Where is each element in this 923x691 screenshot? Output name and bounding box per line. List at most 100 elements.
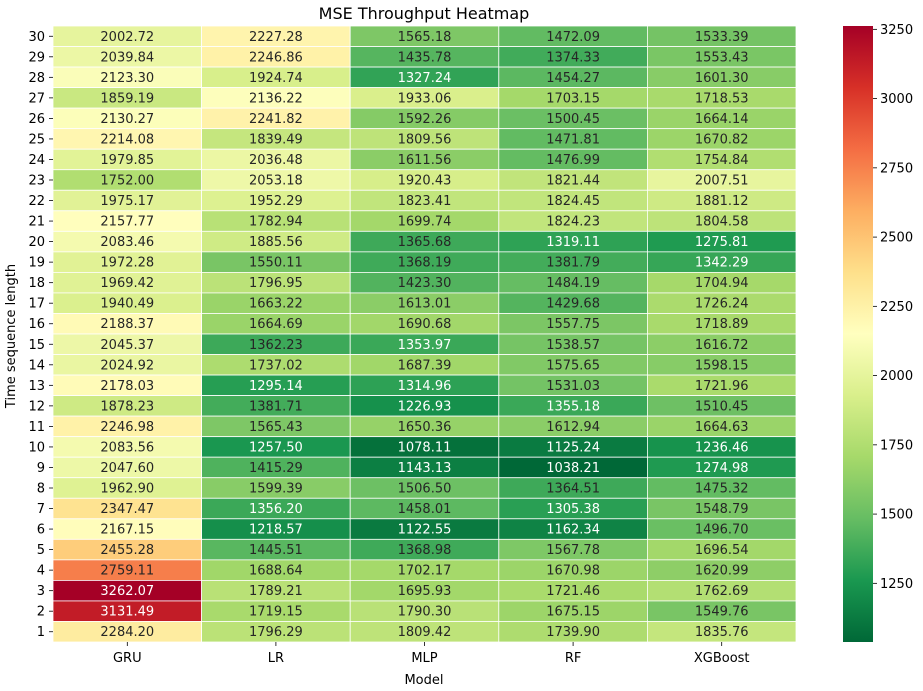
cell-value-label: 1557.75	[546, 317, 600, 332]
y-tick-label: 13	[28, 379, 45, 394]
cell-value-label: 1952.29	[249, 194, 303, 209]
cell-value-label: 1699.74	[398, 215, 452, 230]
cell-value-label: 1599.39	[249, 482, 303, 497]
cell-value-label: 2759.11	[100, 564, 154, 579]
colorbar-tick-label: 2250	[880, 300, 913, 315]
cell-value-label: 1548.79	[695, 502, 749, 517]
cell-value-label: 1789.21	[249, 584, 303, 599]
y-tick-label: 7	[37, 502, 45, 517]
cell-value-label: 1553.43	[695, 50, 749, 65]
cell-value-label: 2024.92	[100, 358, 154, 373]
cell-value-label: 1506.50	[398, 482, 452, 497]
heatmap-cells: 2002.72 2227.28 1565.18 1472.09 1533.39 2039.…	[52, 25, 797, 643]
cell-value-label: 1796.95	[249, 276, 303, 291]
cell-value-label: 1476.99	[546, 153, 600, 168]
x-axis-label: Model	[404, 673, 443, 688]
cell-value-label: 1475.32	[695, 482, 749, 497]
y-tick-label: 6	[37, 523, 45, 538]
cell-value-label: 1423.30	[398, 276, 452, 291]
cell-value-label: 1305.38	[546, 502, 600, 517]
cell-value-label: 1565.43	[249, 420, 303, 435]
cell-value-label: 2178.03	[100, 379, 154, 394]
cell-value-label: 1809.56	[398, 132, 452, 147]
cell-value-label: 2045.37	[100, 338, 154, 353]
y-tick-label: 29	[28, 50, 45, 65]
cell-value-label: 2083.46	[100, 235, 154, 250]
cell-value-label: 1415.29	[249, 461, 303, 476]
cell-value-label: 1038.21	[546, 461, 600, 476]
y-tick-label: 15	[28, 338, 45, 353]
cell-value-label: 2246.98	[100, 420, 154, 435]
cell-value-label: 1790.30	[398, 605, 452, 620]
cell-value-label: 1823.41	[398, 194, 452, 209]
cell-value-label: 2002.72	[100, 30, 154, 45]
cell-value-label: 1454.27	[546, 71, 600, 86]
cell-value-label: 1726.24	[695, 297, 749, 312]
cell-value-label: 1445.51	[249, 543, 303, 558]
y-tick-label: 10	[28, 440, 45, 455]
cell-value-label: 1933.06	[398, 91, 452, 106]
cell-value-label: 1972.28	[100, 256, 154, 271]
y-tick-label: 22	[28, 194, 45, 209]
cell-value-label: 1962.90	[100, 482, 154, 497]
cell-value-label: 1471.81	[546, 132, 600, 147]
cell-value-label: 1737.02	[249, 358, 303, 373]
cell-value-label: 1538.57	[546, 338, 600, 353]
colorbar-tick-label: 3250	[880, 23, 913, 38]
cell-value-label: 1796.29	[249, 625, 303, 640]
x-tick-label: LR	[268, 651, 284, 666]
cell-value-label: 1687.39	[398, 358, 452, 373]
cell-value-label: 1721.96	[695, 379, 749, 394]
cell-value-label: 1533.39	[695, 30, 749, 45]
cell-value-label: 1664.14	[695, 112, 749, 127]
cell-value-label: 1670.98	[546, 564, 600, 579]
cell-value-label: 1274.98	[695, 461, 749, 476]
cell-value-label: 2039.84	[100, 50, 154, 65]
colorbar-tick-label: 2000	[880, 369, 913, 384]
cell-value-label: 1920.43	[398, 174, 452, 189]
cell-value-label: 1675.15	[546, 605, 600, 620]
cell-value-label: 1859.19	[100, 91, 154, 106]
cell-value-label: 1782.94	[249, 215, 303, 230]
y-tick-label: 25	[28, 132, 45, 147]
cell-value-label: 1295.14	[249, 379, 303, 394]
cell-value-label: 1611.56	[398, 153, 452, 168]
cell-value-label: 1704.94	[695, 276, 749, 291]
cell-value-label: 1881.12	[695, 194, 749, 209]
cell-value-label: 2167.15	[100, 523, 154, 538]
cell-value-label: 1695.93	[398, 584, 452, 599]
cell-value-label: 1226.93	[398, 399, 452, 414]
y-tick-label: 18	[28, 276, 45, 291]
cell-value-label: 2130.27	[100, 112, 154, 127]
cell-value-label: 1458.01	[398, 502, 452, 517]
cell-value-label: 1969.42	[100, 276, 154, 291]
cell-value-label: 2241.82	[249, 112, 303, 127]
cell-value-label: 1688.64	[249, 564, 303, 579]
y-tick-label: 28	[28, 71, 45, 86]
x-tick-label: XGBoost	[694, 651, 750, 666]
cell-value-label: 1381.71	[249, 399, 303, 414]
y-axis-label: Time sequence length	[4, 264, 19, 409]
cell-value-label: 1752.00	[100, 174, 154, 189]
cell-value-label: 2053.18	[249, 174, 303, 189]
cell-value-label: 1565.18	[398, 30, 452, 45]
cell-value-label: 1696.54	[695, 543, 749, 558]
cell-value-label: 1821.44	[546, 174, 600, 189]
y-tick-label: 23	[28, 174, 45, 189]
cell-value-label: 1355.18	[546, 399, 600, 414]
y-tick-label: 4	[37, 564, 45, 579]
x-tick-label: MLP	[411, 651, 437, 666]
y-tick-label: 2	[37, 605, 45, 620]
cell-value-label: 1612.94	[546, 420, 600, 435]
cell-value-label: 1353.97	[398, 338, 452, 353]
y-tick-label: 3	[37, 584, 45, 599]
chart-title: MSE Throughput Heatmap	[319, 4, 530, 23]
cell-value-label: 1924.74	[249, 71, 303, 86]
cell-value-label: 1754.84	[695, 153, 749, 168]
x-axis-ticks: GRU LR MLP RF XGBoost	[113, 642, 750, 666]
cell-value-label: 1368.98	[398, 543, 452, 558]
cell-value-label: 2136.22	[249, 91, 303, 106]
cell-value-label: 2284.20	[100, 625, 154, 640]
cell-value-label: 1975.17	[100, 194, 154, 209]
